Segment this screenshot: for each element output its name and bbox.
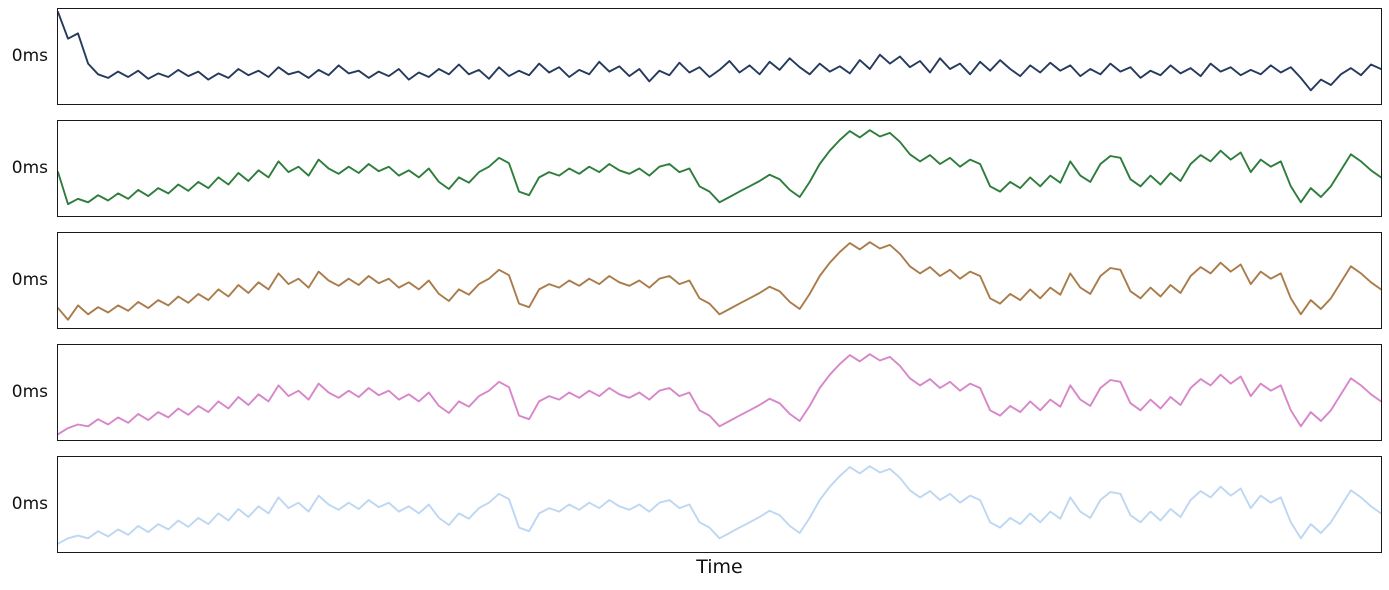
ytick-label-subplot-1: 0ms xyxy=(11,46,48,66)
x-axis-label: Time xyxy=(696,556,743,578)
ytick-label-subplot-4: 0ms xyxy=(11,382,48,402)
line-chart-5 xyxy=(58,465,1381,545)
line-chart-3 xyxy=(58,241,1381,321)
subplot-3 xyxy=(57,232,1382,329)
ytick-label-subplot-2: 0ms xyxy=(11,158,48,178)
latency-line-5 xyxy=(58,465,1381,545)
subplot-1 xyxy=(57,8,1382,105)
line-chart-4 xyxy=(58,353,1381,436)
ytick-label-subplot-3: 0ms xyxy=(11,270,48,290)
latency-line-1 xyxy=(58,11,1381,92)
line-chart-2 xyxy=(58,129,1381,206)
latency-line-2 xyxy=(58,129,1381,206)
subplot-2 xyxy=(57,120,1382,217)
subplot-4 xyxy=(57,344,1382,441)
ytick-label-subplot-5: 0ms xyxy=(11,494,48,514)
line-chart-1 xyxy=(58,11,1381,92)
latency-line-3 xyxy=(58,241,1381,321)
latency-line-4 xyxy=(58,353,1381,436)
subplot-5 xyxy=(57,456,1382,553)
